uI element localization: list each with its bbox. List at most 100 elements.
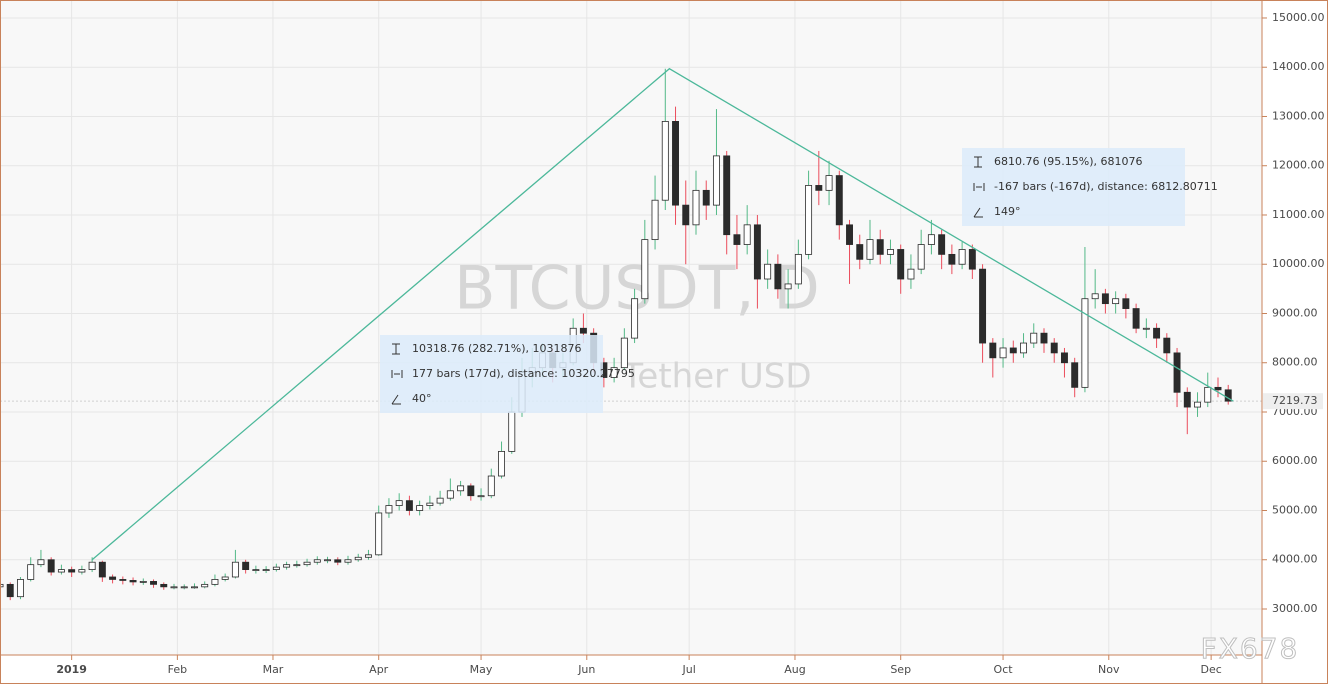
candle-body <box>835 175 843 226</box>
candle <box>927 219 935 255</box>
candle-body <box>375 512 383 556</box>
candle <box>1173 347 1181 408</box>
candle <box>98 560 106 582</box>
last-price-tag <box>1263 393 1323 410</box>
measure-text: 10318.76 (282.71%), 1031876 <box>412 342 582 355</box>
candle <box>774 254 782 299</box>
candle <box>283 561 291 570</box>
candle-body <box>395 500 403 506</box>
candle <box>385 498 393 518</box>
candle-body <box>620 337 628 369</box>
candle-body <box>467 485 475 497</box>
candle-body <box>774 263 782 290</box>
candle-body <box>293 564 301 567</box>
candle-body <box>68 569 76 573</box>
candle <box>201 581 209 589</box>
candle <box>846 219 853 284</box>
candle <box>68 566 76 577</box>
candle-body <box>498 450 505 477</box>
candle-body <box>6 583 14 598</box>
candle-body <box>303 561 311 566</box>
candle <box>324 556 331 564</box>
y-tick-label: 9000.00 <box>1272 306 1318 319</box>
candle-body <box>856 244 864 260</box>
candle-body <box>1224 389 1232 402</box>
candle <box>641 219 649 304</box>
icon <box>973 207 983 218</box>
candle <box>835 170 843 240</box>
candle-body <box>78 569 86 573</box>
candle-body <box>825 175 833 191</box>
x-tick-label: Jul <box>681 663 695 676</box>
candle-body <box>1091 293 1099 300</box>
icon <box>973 183 985 191</box>
candle <box>968 244 976 280</box>
candle <box>272 563 280 572</box>
candle-body <box>252 569 260 571</box>
drawings: 10318.76 (282.71%), 1031876 177 bars (177… <box>91 67 1234 561</box>
candle <box>1020 333 1027 358</box>
measure-box <box>380 335 603 413</box>
candle-body <box>405 500 413 511</box>
x-tick-label: Jun <box>577 663 595 676</box>
candle <box>999 338 1007 368</box>
candle <box>1194 392 1201 417</box>
candle-body <box>190 586 198 589</box>
candle <box>487 468 495 499</box>
candle-body <box>231 561 239 578</box>
candle <box>989 338 997 378</box>
candle <box>815 150 823 206</box>
candle-body <box>426 502 434 506</box>
candle <box>958 242 966 270</box>
candle-body <box>1194 401 1201 408</box>
candle-body <box>1050 342 1058 354</box>
x-tick-label: Nov <box>1098 663 1120 676</box>
candle <box>405 495 413 516</box>
candle <box>1153 323 1161 348</box>
candle-body <box>1153 327 1161 339</box>
candle <box>0 581 4 591</box>
candle <box>938 229 946 270</box>
candle-body <box>88 561 96 570</box>
candle <box>313 556 321 565</box>
candle-body <box>948 253 956 265</box>
candle-body <box>702 189 710 206</box>
candle-body <box>917 244 925 270</box>
y-tick-label: 5000.00 <box>1272 503 1318 516</box>
candle-body <box>446 490 454 499</box>
candle <box>498 441 505 479</box>
candle <box>1091 269 1099 309</box>
candle-body <box>927 234 935 245</box>
candle <box>1224 384 1232 405</box>
candle <box>1101 288 1109 314</box>
y-tick-label: 8000.00 <box>1272 356 1318 369</box>
candle-body <box>764 263 772 280</box>
candle-body <box>672 121 679 206</box>
candle <box>47 557 55 576</box>
candle-body <box>364 554 372 558</box>
candle-body <box>1112 298 1120 305</box>
candle-body <box>1101 293 1109 305</box>
candle <box>37 549 45 568</box>
candle <box>1142 318 1150 339</box>
candle <box>57 564 65 575</box>
x-tick-label: 2019 <box>56 663 87 676</box>
candle-body <box>416 505 424 511</box>
candle <box>119 576 127 585</box>
candle <box>190 583 198 589</box>
icon <box>391 394 401 405</box>
candle <box>416 500 424 516</box>
candle <box>784 269 792 309</box>
candle <box>1204 372 1212 408</box>
candle-body <box>436 497 444 504</box>
candle-body <box>712 155 720 206</box>
y-tick-label: 6000.00 <box>1272 454 1318 467</box>
candle-body <box>47 559 55 573</box>
candle-body <box>610 367 618 378</box>
candle <box>262 566 270 574</box>
candle-body <box>0 583 4 588</box>
candle <box>252 565 260 574</box>
candle <box>109 574 117 584</box>
y-tick-label: 11000.00 <box>1272 208 1325 221</box>
